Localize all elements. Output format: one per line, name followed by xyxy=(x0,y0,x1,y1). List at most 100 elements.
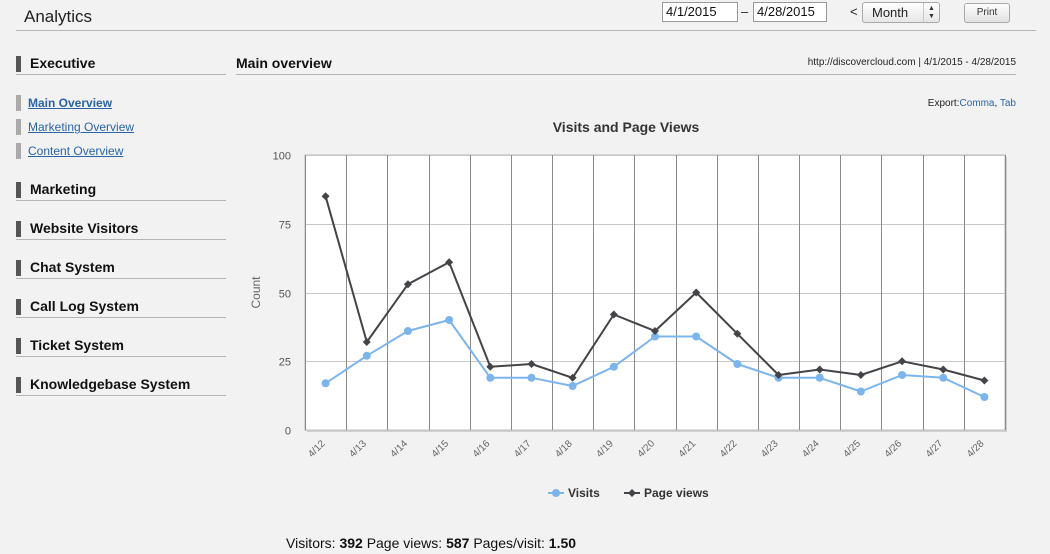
data-point[interactable] xyxy=(609,362,618,371)
sidebar-item-marketing-overview[interactable]: Marketing Overview xyxy=(16,119,226,135)
x-tick-label: 4/21 xyxy=(677,438,699,460)
legend-item-visits[interactable]: Visits xyxy=(548,486,600,500)
x-tick-label: 4/17 xyxy=(512,438,534,460)
data-point[interactable] xyxy=(486,373,495,382)
data-point[interactable] xyxy=(609,310,618,319)
sidebar-section-marketing[interactable]: Marketing xyxy=(16,178,226,201)
sidebar-section-knowledgebase-system[interactable]: Knowledgebase System xyxy=(16,373,226,396)
x-tick-label: 4/18 xyxy=(553,438,575,460)
x-tick-label: 4/14 xyxy=(389,438,411,460)
x-tick-label: 4/23 xyxy=(759,438,781,460)
sidebar-item-content-overview[interactable]: Content Overview xyxy=(16,143,226,159)
section-label: Chat System xyxy=(30,259,115,275)
x-tick-label: 4/27 xyxy=(924,438,946,460)
section-marker xyxy=(16,221,21,237)
date-to-input[interactable]: 4/28/2015 xyxy=(753,2,827,22)
section-label: Marketing xyxy=(30,181,97,197)
data-point[interactable] xyxy=(815,373,824,382)
x-tick-label: 4/13 xyxy=(347,438,369,460)
data-point[interactable] xyxy=(651,327,659,335)
export-separator: , xyxy=(994,98,998,109)
section-label: Ticket System xyxy=(30,337,124,353)
data-point[interactable] xyxy=(445,316,454,324)
data-point[interactable] xyxy=(321,379,330,388)
sidebar-section-executive[interactable]: Executive xyxy=(16,52,226,75)
page-views-value: 587 xyxy=(446,535,470,551)
date-separator: – xyxy=(741,4,749,19)
site-and-range-label: http://discovercloud.com | 4/1/2015 - 4/… xyxy=(807,57,1016,68)
x-tick-label: 4/24 xyxy=(800,438,822,460)
section-label: Website Visitors xyxy=(30,220,139,236)
sidebar-section-website-visitors[interactable]: Website Visitors xyxy=(16,217,226,240)
legend-item-page-views[interactable]: Page views xyxy=(624,486,709,500)
print-button[interactable]: Print xyxy=(964,3,1010,23)
item-marker xyxy=(16,95,21,111)
pages-per-visit-label: Pages/visit: xyxy=(473,535,545,551)
data-point[interactable] xyxy=(733,360,742,368)
export-comma-link[interactable]: Comma xyxy=(959,98,995,109)
data-point[interactable] xyxy=(568,382,577,390)
data-point[interactable] xyxy=(939,365,948,374)
data-point[interactable] xyxy=(403,280,412,289)
data-point[interactable] xyxy=(898,371,907,379)
visitors-value: 392 xyxy=(339,535,363,551)
export-tab-link[interactable]: Tab xyxy=(999,98,1016,109)
data-point[interactable] xyxy=(692,288,701,297)
data-point[interactable] xyxy=(362,338,371,346)
legend-label: Visits xyxy=(568,486,600,500)
data-point[interactable] xyxy=(774,371,783,379)
section-label: Executive xyxy=(30,55,96,71)
chart-title: Visits and Page Views xyxy=(553,119,700,135)
sidebar-section-ticket-system[interactable]: Ticket System xyxy=(16,334,226,357)
data-point[interactable] xyxy=(486,362,495,371)
data-point[interactable] xyxy=(568,373,577,382)
previous-period-arrow-icon[interactable]: < xyxy=(850,4,858,19)
section-marker xyxy=(16,377,21,393)
data-point[interactable] xyxy=(939,373,948,382)
x-tick-label: 4/28 xyxy=(965,438,987,460)
period-select-value: Month xyxy=(872,5,909,20)
date-from-input[interactable]: 4/1/2015 xyxy=(662,2,738,22)
top-bar: Analytics 4/1/2015 – 4/28/2015 < Month ▲… xyxy=(0,0,1050,31)
sidebar-section-chat-system[interactable]: Chat System xyxy=(16,256,226,279)
page-title: Main overview xyxy=(236,55,332,71)
x-tick-label: 4/26 xyxy=(883,438,905,460)
data-point[interactable] xyxy=(856,371,865,379)
sidebar-item-label[interactable]: Main Overview xyxy=(28,96,113,110)
x-tick-label: 4/22 xyxy=(718,438,740,460)
data-point[interactable] xyxy=(856,387,865,396)
sidebar-item-label[interactable]: Marketing Overview xyxy=(28,120,135,134)
section-label: Knowledgebase System xyxy=(30,376,191,392)
section-marker xyxy=(16,338,21,354)
data-point[interactable] xyxy=(815,365,824,374)
data-point[interactable] xyxy=(445,258,454,267)
export-label: Export: xyxy=(927,98,960,109)
data-point[interactable] xyxy=(733,329,742,338)
sidebar-section-call-log-system[interactable]: Call Log System xyxy=(16,295,226,318)
select-arrows-icon: ▲ ▼ xyxy=(923,3,939,22)
period-select[interactable]: Month ▲ ▼ xyxy=(862,2,940,23)
section-marker xyxy=(16,56,21,72)
data-point[interactable] xyxy=(980,376,989,385)
x-tick-label: 4/19 xyxy=(594,438,616,460)
legend-marker xyxy=(628,489,636,497)
data-point[interactable] xyxy=(362,351,371,360)
data-point[interactable] xyxy=(527,360,536,368)
y-tick-label: 100 xyxy=(273,151,291,163)
data-point[interactable] xyxy=(692,332,701,341)
sidebar-item-main-overview[interactable]: Main Overview xyxy=(16,95,226,111)
sidebar-item-label[interactable]: Content Overview xyxy=(28,144,124,158)
data-point[interactable] xyxy=(898,357,907,366)
data-point[interactable] xyxy=(980,393,989,401)
data-point[interactable] xyxy=(527,373,536,382)
x-tick-label: 4/16 xyxy=(471,438,493,460)
header-divider xyxy=(16,30,1036,31)
summary-stats: Visitors: 392 Page views: 587 Pages/visi… xyxy=(286,535,576,551)
data-point[interactable] xyxy=(321,192,330,201)
visitors-label: Visitors: xyxy=(286,535,336,551)
legend-marker xyxy=(552,489,560,497)
y-tick-label: 75 xyxy=(279,220,291,232)
data-point[interactable] xyxy=(651,332,659,341)
plot-area xyxy=(304,154,1006,431)
data-point[interactable] xyxy=(403,327,412,335)
